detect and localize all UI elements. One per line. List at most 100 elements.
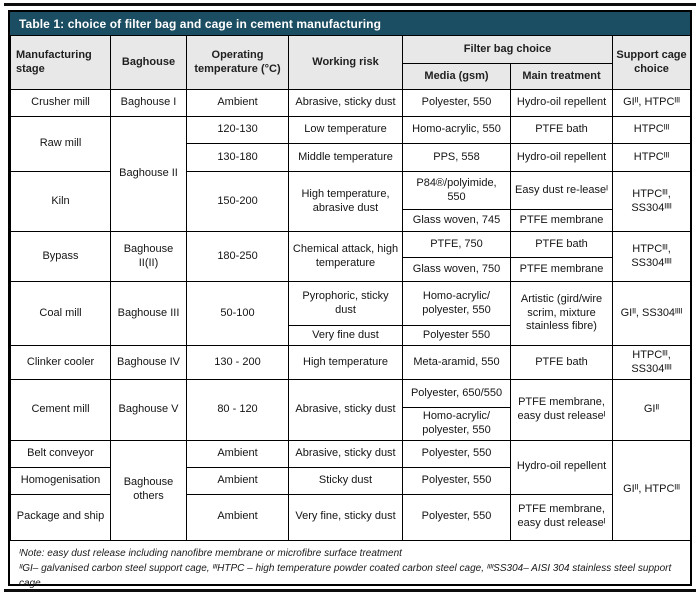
risk-cell: High temperature	[288, 345, 403, 380]
cage-cell: HTPCᴵᴵᴵ, SS304ᴵᴵᴵᴵ	[612, 345, 692, 380]
table-row: Kiln 150-200 High temperature, abrasive …	[10, 171, 692, 232]
media-cell: Homo-acrylic/ polyester, 550	[402, 281, 511, 326]
baghouse-cell: Baghouse III	[110, 281, 187, 346]
risk-cell: Abrasive, sticky dust	[288, 439, 403, 468]
treatment-cell: Hydro-oil repellent	[509, 89, 614, 117]
baghouse-cell: Baghouse V	[110, 379, 187, 441]
risk-cell: Very fine, sticky dust	[288, 493, 403, 541]
data-table: Manufacturing stage Baghouse Operating t…	[10, 35, 692, 541]
baghouse-cell: Baghouse IV	[110, 345, 187, 380]
temp-cell: 80 - 120	[186, 379, 289, 441]
header-row-2: Media (gsm) Main treatment	[11, 63, 691, 90]
baghouse-cell: Baghouse II	[110, 116, 187, 232]
footnote-line-2: ᴵᴵGI– galvanised carbon steel support ca…	[19, 562, 672, 589]
cage-cell: HTPCᴵᴵᴵ	[612, 116, 692, 144]
cage-cell: GIᴵᴵ	[612, 379, 692, 441]
table-body: Crusher mill Baghouse I Ambient Abrasive…	[10, 89, 692, 541]
col-header-operating-temperature: Operating temperature (°C)	[186, 35, 289, 90]
media-cell: Homo-acrylic/ polyester, 550	[402, 407, 511, 441]
stage-cell: Package and ship	[10, 493, 111, 541]
col-header-support-cage-choice: Support cage choice	[612, 35, 692, 90]
baghouse-cell: Baghouse others	[110, 439, 187, 541]
cage-cell: GIᴵᴵ, HTPCᴵᴵᴵ	[612, 439, 692, 541]
stage-cell: Crusher mill	[10, 89, 111, 117]
col-header-manufacturing-stage: Manufacturing stage	[10, 35, 111, 90]
table-row: Bypass Baghouse II(II) 180-250 Chemical …	[10, 231, 692, 282]
temp-cell: Ambient	[186, 466, 289, 495]
footnotes: ᴵNote: easy dust release including nanof…	[10, 541, 690, 597]
header-row-1: Manufacturing stage Baghouse Operating t…	[10, 35, 692, 90]
cage-cell: GIᴵᴵ, HTPCᴵᴵᴵ	[612, 89, 692, 117]
col-header-media: Media (gsm)	[402, 63, 511, 90]
table-row: Homogenisation Ambient Sticky dust Polye…	[10, 466, 691, 495]
table-row: Package and ship Ambient Very fine, stic…	[10, 493, 691, 541]
temp-cell: 150-200	[186, 171, 289, 232]
temp-cell: 120-130	[186, 116, 289, 144]
filter-bag-table: Table 1: choice of filter bag and cage i…	[8, 10, 692, 589]
risk-cell: Chemical attack, high temperature	[288, 231, 403, 282]
media-cell: Homo-acrylic, 550	[402, 116, 511, 144]
stage-cell: Belt conveyor	[10, 439, 111, 468]
risk-cell: Very fine dust	[288, 325, 403, 346]
treatment-cell: Hydro-oil repellent	[509, 439, 614, 495]
stage-cell: Kiln	[10, 171, 111, 232]
media-cell: Polyester, 550	[402, 493, 511, 541]
risk-cell: Pyrophoric, sticky dust	[288, 281, 403, 326]
table-row: Cement mill Baghouse V 80 - 120 Abrasive…	[10, 379, 692, 441]
risk-cell: Sticky dust	[288, 466, 403, 495]
media-cell: Polyester, 550	[402, 466, 511, 495]
col-header-working-risk: Working risk	[288, 35, 403, 90]
stage-cell: Bypass	[10, 231, 111, 282]
temp-cell: Ambient	[186, 493, 289, 541]
temp-cell: Ambient	[186, 439, 289, 468]
baghouse-cell: Baghouse I	[110, 89, 187, 117]
risk-cell: Low temperature	[288, 116, 403, 144]
cage-cell: HTPCᴵᴵᴵ, SS304ᴵᴵᴵᴵ	[612, 231, 692, 282]
table-row: Raw mill Baghouse II 120-130 Low tempera…	[10, 116, 692, 232]
top-rule	[4, 3, 696, 6]
temp-cell: 130-180	[186, 143, 289, 172]
media-cell: Polyester, 550	[402, 89, 511, 117]
risk-cell: Middle temperature	[288, 143, 403, 172]
treatment-cell: Artistic (gird/wire scrim, mixture stain…	[509, 281, 614, 346]
risk-cell: Abrasive, sticky dust	[288, 379, 403, 441]
stage-cell: Homogenisation	[10, 466, 111, 495]
stage-cell: Raw mill	[10, 116, 111, 172]
media-cell: Meta-aramid, 550	[402, 345, 511, 380]
table-header: Manufacturing stage Baghouse Operating t…	[10, 35, 692, 90]
baghouse-cell: Baghouse II(II)	[110, 231, 187, 282]
stage-cell: Coal mill	[10, 281, 111, 346]
treatment-cell: PTFE membrane	[509, 257, 614, 282]
table-row: Crusher mill Baghouse I Ambient Abrasive…	[10, 89, 692, 117]
treatment-cell: Hydro-oil repellent	[509, 143, 614, 172]
media-cell: Glass woven, 750	[402, 257, 511, 282]
temp-cell: 180-250	[186, 231, 289, 282]
media-cell: P84®/polyimide, 550	[402, 171, 511, 210]
cage-cell: GIᴵᴵ, SS304ᴵᴵᴵᴵ	[612, 281, 692, 346]
media-cell: Polyester, 650/550	[402, 379, 511, 408]
risk-cell: Abrasive, sticky dust	[288, 89, 403, 117]
media-cell: Glass woven, 745	[402, 209, 511, 232]
cage-cell: HTPCᴵᴵᴵ, SS304ᴵᴵᴵᴵ	[612, 171, 692, 232]
table-row: 130-180 Middle temperature PPS, 558 Hydr…	[11, 143, 692, 172]
treatment-cell: PTFE bath	[509, 231, 614, 258]
treatment-cell: PTFE membrane	[509, 209, 614, 232]
treatment-cell: PTFE membrane, easy dust releaseᴵ	[509, 379, 614, 441]
col-header-main-treatment: Main treatment	[509, 63, 614, 90]
table-row: Coal mill Baghouse III 50-100 Pyrophoric…	[10, 281, 692, 346]
cage-cell: HTPCᴵᴵᴵ	[612, 143, 692, 172]
temp-cell: 130 - 200	[186, 345, 289, 380]
col-header-baghouse: Baghouse	[110, 35, 187, 90]
table-row: Clinker cooler Baghouse IV 130 - 200 Hig…	[10, 345, 692, 380]
temp-cell: Ambient	[186, 89, 289, 117]
footnote-line-1: ᴵNote: easy dust release including nanof…	[19, 547, 402, 559]
table-row: Glass woven, 745 PTFE membrane	[11, 209, 691, 232]
treatment-cell: PTFE bath	[509, 116, 614, 144]
bottom-rule	[4, 589, 696, 592]
risk-cell: High temperature, abrasive dust	[288, 171, 403, 232]
treatment-cell: PTFE bath	[509, 345, 614, 380]
temp-cell: 50-100	[186, 281, 289, 346]
treatment-cell: Easy dust re-leaseᴵ	[509, 171, 614, 210]
col-header-filter-bag-choice: Filter bag choice	[401, 35, 614, 64]
media-cell: PPS, 558	[402, 143, 511, 172]
